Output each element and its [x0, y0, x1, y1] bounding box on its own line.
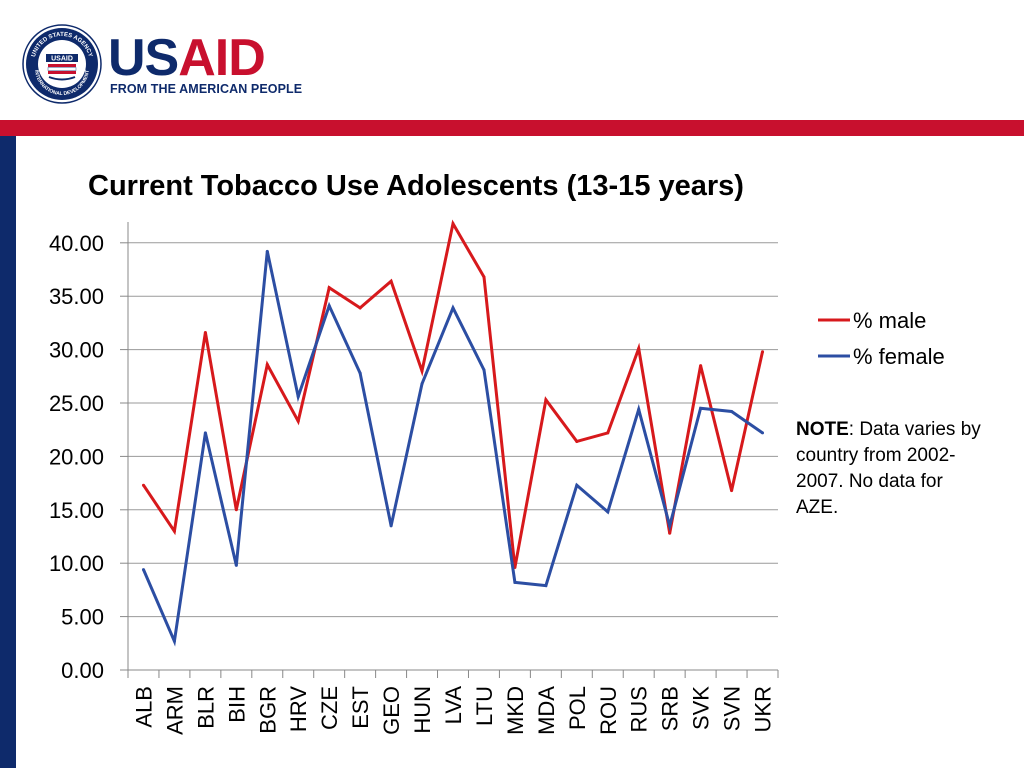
point-female-srb: [668, 524, 672, 528]
y-tick-label-7: 35.00: [49, 284, 104, 309]
point-female-pol: [575, 483, 579, 487]
point-male-bgr: [265, 363, 269, 367]
x-tick-label-hrv: HRV: [286, 686, 311, 732]
y-tick-label-4: 20.00: [49, 444, 104, 469]
y-tick-label-3: 15.00: [49, 498, 104, 523]
point-female-rou: [606, 510, 610, 514]
brand-tagline: FROM THE AMERICAN PEOPLE: [110, 82, 303, 96]
x-tick-label-bgr: BGR: [255, 686, 280, 734]
point-female-hrv: [296, 395, 300, 399]
point-female-arm: [172, 639, 176, 643]
y-tick-label-8: 40.00: [49, 231, 104, 256]
y-tick-label-6: 30.00: [49, 338, 104, 363]
point-male-est: [358, 306, 362, 310]
y-tick-label-1: 5.00: [61, 605, 104, 630]
x-tick-label-ltu: LTU: [472, 686, 497, 726]
usaid-seal-icon: UNITED STATES AGENCY INTERNATIONAL DEVEL…: [22, 24, 102, 104]
x-tick-label-bih: BIH: [224, 686, 249, 723]
point-female-ltu: [482, 368, 486, 372]
point-female-cze: [327, 304, 331, 308]
point-female-rus: [637, 407, 641, 411]
point-male-alb: [141, 483, 145, 487]
point-male-lva: [451, 222, 455, 226]
point-male-ltu: [482, 275, 486, 279]
point-male-pol: [575, 439, 579, 443]
point-female-ukr: [761, 431, 765, 435]
x-tick-label-mda: MDA: [534, 686, 559, 735]
x-tick-label-rou: ROU: [596, 686, 621, 735]
seal-center-text: USAID: [51, 56, 73, 63]
y-tick-label-2: 10.00: [49, 551, 104, 576]
note-label: NOTE: [796, 419, 849, 440]
point-female-est: [358, 371, 362, 375]
x-tick-label-arm: ARM: [162, 686, 187, 735]
x-tick-label-blr: BLR: [193, 686, 218, 729]
point-female-bgr: [265, 249, 269, 253]
point-female-geo: [389, 524, 393, 528]
chart-note: NOTE: Data varies by country from 2002-2…: [796, 417, 986, 521]
point-male-svk: [699, 364, 703, 368]
point-male-svn: [730, 489, 734, 493]
x-tick-label-pol: POL: [565, 686, 590, 730]
wordmark-us: US: [108, 29, 179, 87]
point-female-blr: [203, 431, 207, 435]
point-male-rus: [637, 347, 641, 351]
slide-header: UNITED STATES AGENCY INTERNATIONAL DEVEL…: [0, 0, 1024, 120]
point-female-svk: [699, 406, 703, 410]
point-female-bih: [234, 563, 238, 567]
point-male-arm: [172, 529, 176, 533]
x-tick-label-mkd: MKD: [503, 686, 528, 735]
x-tick-label-alb: ALB: [131, 686, 156, 728]
usaid-wordmark: USAID: [108, 29, 266, 87]
point-male-hun: [420, 369, 424, 373]
legend-label-female: % female: [853, 344, 945, 369]
point-male-ukr: [761, 350, 765, 354]
point-male-rou: [606, 431, 610, 435]
point-male-geo: [389, 279, 393, 283]
x-tick-label-hun: HUN: [410, 686, 435, 734]
x-tick-label-cze: CZE: [317, 686, 342, 730]
x-tick-label-svk: SVK: [689, 686, 714, 730]
point-female-mkd: [513, 580, 517, 584]
slide-title: Current Tobacco Use Adolescents (13-15 y…: [88, 170, 744, 202]
point-male-mda: [544, 398, 548, 402]
x-tick-label-lva: LVA: [441, 686, 466, 725]
x-tick-label-svn: SVN: [720, 686, 745, 731]
point-female-hun: [420, 382, 424, 386]
point-female-svn: [730, 410, 734, 414]
point-male-srb: [668, 531, 672, 535]
note-text: : Data varies by country from 2002-2007.…: [796, 419, 981, 518]
x-tick-label-rus: RUS: [627, 686, 652, 732]
point-male-bih: [234, 508, 238, 512]
point-male-blr: [203, 331, 207, 335]
point-female-lva: [451, 306, 455, 310]
wordmark-aid: AID: [178, 29, 266, 87]
series-line-female: [142, 250, 764, 647]
y-tick-label-0: 0.00: [61, 658, 104, 683]
legend-label-male: % male: [853, 308, 926, 333]
x-tick-label-ukr: UKR: [751, 686, 776, 732]
x-tick-label-est: EST: [348, 686, 373, 729]
x-tick-label-geo: GEO: [379, 686, 404, 735]
left-blue-bar: [0, 136, 16, 768]
point-male-hrv: [296, 419, 300, 423]
point-female-mda: [544, 584, 548, 588]
x-tick-label-srb: SRB: [658, 686, 683, 731]
y-tick-label-5: 25.00: [49, 391, 104, 416]
point-female-alb: [141, 568, 145, 572]
header-red-bar: [0, 120, 1024, 136]
series-line-male: [142, 219, 764, 568]
point-male-cze: [327, 286, 331, 290]
